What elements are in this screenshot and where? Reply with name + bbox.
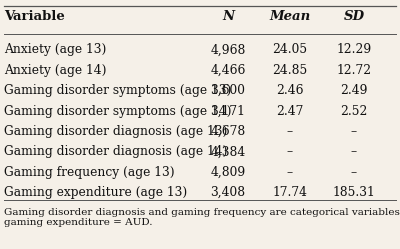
Text: Mean: Mean [269,10,311,23]
Text: 17.74: 17.74 [272,186,308,199]
Text: 3,408: 3,408 [210,186,246,199]
Text: Gaming disorder symptoms (age 13): Gaming disorder symptoms (age 13) [4,84,231,97]
Text: 4,809: 4,809 [210,166,246,179]
Text: 4,466: 4,466 [210,64,246,77]
Text: 2.46: 2.46 [276,84,304,97]
Text: SD: SD [344,10,364,23]
Text: –: – [287,145,293,158]
Text: 24.85: 24.85 [272,64,308,77]
Text: Gaming disorder diagnosis (age 13): Gaming disorder diagnosis (age 13) [4,125,227,138]
Text: 2.47: 2.47 [276,105,304,118]
Text: –: – [351,166,357,179]
Text: –: – [287,166,293,179]
Text: Anxiety (age 14): Anxiety (age 14) [4,64,106,77]
Text: Anxiety (age 13): Anxiety (age 13) [4,43,106,56]
Text: 4,384: 4,384 [210,145,246,158]
Text: N: N [222,10,234,23]
Text: –: – [351,125,357,138]
Text: 3,600: 3,600 [210,84,246,97]
Text: 2.49: 2.49 [340,84,368,97]
Text: 2.52: 2.52 [340,105,368,118]
Text: 12.72: 12.72 [336,64,372,77]
Text: 185.31: 185.31 [333,186,375,199]
Text: Gaming expenditure (age 13): Gaming expenditure (age 13) [4,186,187,199]
Text: 4,968: 4,968 [210,43,246,56]
Text: –: – [351,145,357,158]
Text: Variable: Variable [4,10,65,23]
Text: Gaming disorder diagnosis and gaming frequency are categorical variables. Unit f: Gaming disorder diagnosis and gaming fre… [4,208,400,227]
Text: Gaming disorder diagnosis (age 14): Gaming disorder diagnosis (age 14) [4,145,228,158]
Text: Gaming disorder symptoms (age 14): Gaming disorder symptoms (age 14) [4,105,232,118]
Text: 4,678: 4,678 [210,125,246,138]
Text: 24.05: 24.05 [272,43,308,56]
Text: –: – [287,125,293,138]
Text: Gaming frequency (age 13): Gaming frequency (age 13) [4,166,175,179]
Text: 12.29: 12.29 [336,43,372,56]
Text: 3,171: 3,171 [210,105,246,118]
